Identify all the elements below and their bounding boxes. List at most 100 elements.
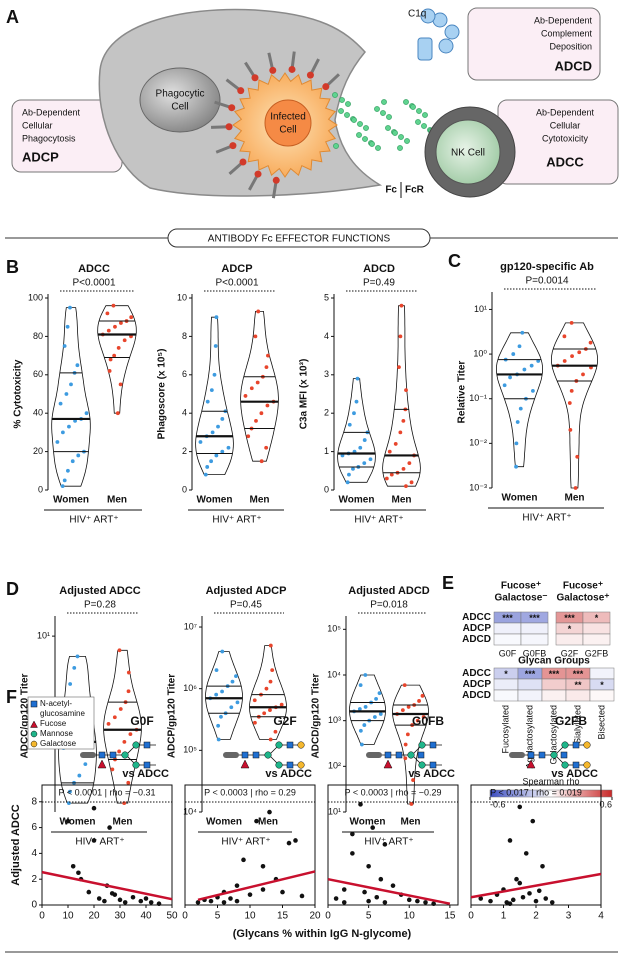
- data-point: [569, 388, 574, 393]
- data-point: [122, 338, 127, 343]
- legend-label: Galactose: [40, 739, 77, 748]
- antigen: [239, 158, 247, 166]
- data-point: [520, 894, 526, 900]
- legend-label: Fucose: [40, 719, 67, 728]
- data-point: [402, 683, 407, 688]
- protein-icon: [366, 752, 382, 758]
- data-point: [368, 457, 373, 462]
- sugar-icon: [561, 761, 569, 769]
- antigen: [229, 142, 237, 150]
- y-tick-label: 60: [33, 369, 43, 379]
- x-tick-label: Men: [250, 495, 270, 506]
- data-point: [235, 700, 240, 705]
- glcnac-icon: [395, 751, 403, 759]
- data-point: [530, 818, 536, 824]
- granule: [362, 136, 368, 142]
- data-point: [84, 411, 89, 416]
- chart-title: Adjusted ADCC: [59, 585, 141, 597]
- glcnac-icon: [98, 751, 106, 759]
- x-tick-label: 0: [325, 911, 331, 922]
- glcnac-icon: [572, 741, 580, 749]
- y-tick-label: 10¹: [474, 304, 487, 314]
- data-point: [216, 424, 220, 429]
- data-point: [156, 901, 162, 907]
- y-tick-label: 4: [182, 408, 187, 418]
- data-point: [106, 721, 111, 726]
- data-point: [60, 484, 65, 489]
- data-point: [68, 789, 72, 794]
- data-point: [115, 411, 120, 416]
- data-point: [58, 401, 63, 406]
- data-point: [116, 346, 121, 350]
- column-label: Bisected: [596, 705, 606, 740]
- data-point: [488, 898, 493, 904]
- data-point: [108, 357, 113, 362]
- x-tick-label: Men: [107, 495, 127, 506]
- y-axis-label: Relative Titer: [457, 361, 468, 424]
- x-tick-label: Men: [401, 817, 421, 828]
- y-tick-label: 10⁻¹: [469, 393, 487, 403]
- data-point: [355, 376, 360, 381]
- data-point: [265, 403, 270, 408]
- column-group-label: Fucose⁺: [563, 581, 603, 592]
- data-point: [420, 693, 425, 698]
- data-point: [341, 900, 347, 905]
- data-point: [370, 825, 375, 830]
- data-point: [221, 900, 227, 905]
- data-point: [299, 893, 305, 899]
- chart-title: Adjusted ADCD: [348, 585, 430, 597]
- data-point: [404, 388, 408, 393]
- y-tick-label: 80: [33, 331, 43, 341]
- adcd-line: Ab-Dependent: [534, 15, 593, 25]
- data-point: [411, 778, 416, 782]
- panel-label: F: [6, 687, 17, 707]
- protein-icon: [80, 752, 96, 758]
- glcnac-icon: [384, 751, 392, 759]
- data-point: [387, 449, 392, 454]
- data-point: [549, 900, 555, 905]
- heatmap-cell: [582, 622, 611, 635]
- data-point: [129, 315, 134, 320]
- x-axis-label: (Glycans % within IgG N-glycome): [233, 928, 412, 940]
- data-point: [529, 363, 534, 368]
- data-point: [195, 900, 201, 905]
- granule: [421, 123, 427, 129]
- heatmap-cell: [582, 633, 611, 646]
- y-tick-label: 4: [324, 331, 329, 341]
- glcnac-icon: [109, 751, 117, 759]
- trend-line: [197, 870, 316, 902]
- chart-title: ADCC: [78, 263, 110, 275]
- sugar-icon: [297, 741, 305, 749]
- y-tick-label: 40: [33, 408, 43, 418]
- data-point: [404, 484, 408, 489]
- legend-swatch: [30, 700, 38, 708]
- panel-label: C: [448, 251, 461, 271]
- x-tick-label: 15: [444, 911, 456, 922]
- trend-line: [41, 870, 173, 901]
- y-tick-label: 10⁷: [184, 621, 197, 631]
- sugar-icon: [275, 741, 283, 749]
- data-point: [91, 838, 97, 843]
- data-point: [70, 863, 76, 869]
- data-point: [69, 382, 73, 387]
- granule: [385, 125, 391, 131]
- heatmap-cell: [493, 689, 519, 702]
- chart-title: Adjusted ADCP: [206, 585, 287, 597]
- c1q-label: C1q: [408, 9, 426, 20]
- data-point: [268, 643, 273, 648]
- y-axis-label: C3a MFI (x 10³): [299, 359, 310, 430]
- group-label: HIV⁺ ART⁺: [75, 837, 124, 848]
- data-point: [362, 723, 367, 727]
- heatmap-cell: [520, 633, 549, 646]
- data-point: [119, 321, 123, 325]
- significance: *: [595, 613, 599, 623]
- granule: [351, 117, 357, 123]
- granule: [332, 92, 338, 98]
- data-point: [118, 707, 123, 711]
- data-point: [569, 320, 574, 325]
- sugar-icon: [583, 741, 591, 749]
- column-label: G0F: [499, 648, 517, 658]
- granule: [422, 112, 428, 118]
- data-point: [126, 780, 131, 785]
- glcnac-icon: [560, 751, 568, 759]
